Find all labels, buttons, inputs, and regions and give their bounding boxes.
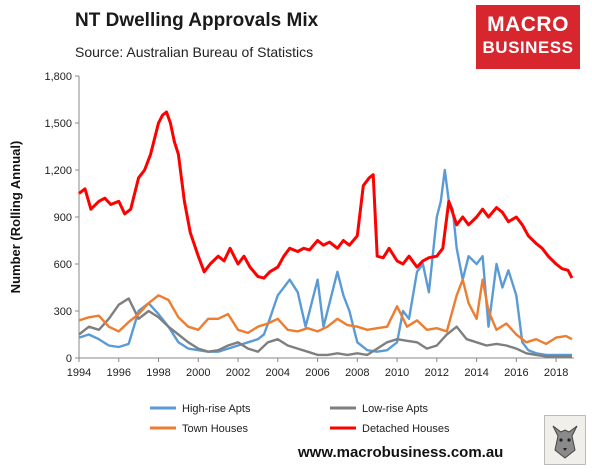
- x-tick-label: 1994: [67, 367, 91, 379]
- series-line-4: [78, 110, 574, 280]
- x-tick-label: 2014: [464, 367, 488, 379]
- y-axis-label: Number (Rolling Annual): [8, 141, 23, 294]
- x-tick-label: 2012: [425, 367, 449, 379]
- legend-label: Detached Houses: [362, 423, 450, 435]
- x-tick-label: 2006: [305, 367, 329, 379]
- x-tick-label: 2008: [345, 367, 369, 379]
- logo-line-1: MACRO: [487, 13, 569, 36]
- y-tick-label: 1,800: [44, 71, 72, 83]
- footer-url: www.macrobusiness.com.au: [298, 444, 504, 461]
- y-tick-label: 300: [54, 306, 72, 318]
- logo-line-2: BUSINESS: [482, 38, 574, 57]
- chart-title: NT Dwelling Approvals Mix: [75, 10, 319, 31]
- y-tick-label: 900: [54, 212, 72, 224]
- y-tick-label: 1,500: [44, 118, 72, 130]
- y-tick-label: 600: [54, 259, 72, 271]
- macrobusiness-logo: MACRO BUSINESS: [476, 5, 580, 69]
- x-tick-label: 1996: [107, 367, 131, 379]
- legend-label: Low-rise Apts: [362, 403, 429, 415]
- series-line-3: [78, 278, 573, 346]
- x-tick-label: 2018: [544, 367, 568, 379]
- series-line-1: [78, 168, 572, 357]
- y-tick-label: 1,200: [44, 165, 72, 177]
- legend-label: High-rise Apts: [182, 403, 251, 415]
- x-tick-label: 2016: [504, 367, 528, 379]
- series-line-2: [78, 297, 572, 358]
- wolf-badge-icon: [544, 415, 586, 465]
- x-tick-label: 2002: [226, 367, 250, 379]
- chart-subtitle: Source: Australian Bureau of Statistics: [75, 44, 314, 60]
- y-tick-label: 0: [66, 353, 72, 365]
- x-tick-label: 2004: [266, 367, 290, 379]
- legend-label: Town Houses: [182, 423, 249, 435]
- x-tick-label: 1998: [146, 367, 170, 379]
- x-tick-label: 2010: [385, 367, 409, 379]
- x-tick-label: 2000: [186, 367, 210, 379]
